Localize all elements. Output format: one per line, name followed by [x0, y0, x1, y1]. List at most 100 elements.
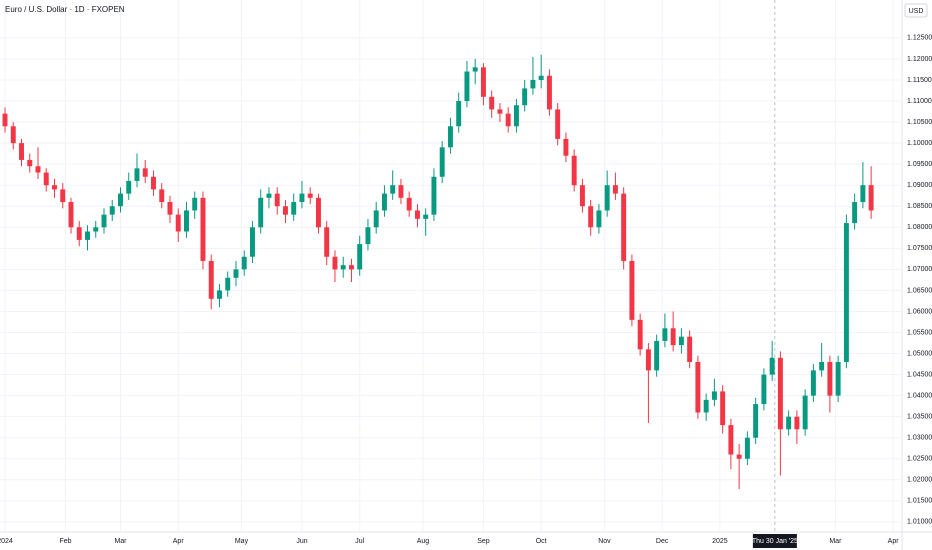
candle-body — [258, 197, 264, 228]
candle-body — [522, 88, 528, 106]
candle-body — [225, 277, 231, 291]
candle-body — [241, 256, 247, 270]
candle-body — [786, 416, 792, 430]
candle-body — [744, 437, 750, 459]
candle-body — [596, 210, 602, 228]
y-tick-label: 1.09000 — [907, 182, 932, 189]
currency-box[interactable] — [904, 3, 928, 18]
x-tick-label: Apr — [888, 538, 900, 545]
candle-body — [654, 340, 660, 371]
candle-body — [720, 391, 726, 426]
chart-title: Euro / U.S. Dollar · 1D · FXOPEN — [5, 5, 125, 14]
candle-body — [35, 166, 41, 173]
candle-body — [571, 155, 577, 186]
y-tick-label: 1.03500 — [907, 414, 932, 421]
candle-body — [612, 185, 618, 194]
candle-body — [2, 113, 8, 127]
candle-body — [447, 126, 453, 148]
candle-body — [216, 290, 222, 299]
candle-body — [43, 172, 49, 186]
y-tick-label: 1.07000 — [907, 266, 932, 273]
candle-body — [563, 138, 569, 156]
candle-body — [777, 357, 783, 430]
y-tick-label: 1.05000 — [907, 350, 932, 357]
x-tick-label: May — [235, 538, 249, 545]
candle-body — [332, 256, 338, 270]
x-tick-label: Feb — [59, 538, 71, 545]
candle-body — [10, 126, 16, 144]
candle-body — [192, 197, 198, 211]
candle-body — [282, 206, 288, 215]
candle-body — [687, 336, 693, 362]
candle-body — [538, 75, 544, 80]
candle-body — [373, 210, 379, 228]
x-tick-label: Sep — [477, 538, 490, 545]
candle-body — [159, 189, 165, 203]
candle-body — [398, 185, 404, 198]
candle-body — [307, 193, 313, 198]
candle-body — [27, 159, 33, 167]
candle-body — [794, 416, 800, 430]
candle-body — [604, 185, 610, 211]
x-tick-label: Aug — [417, 538, 430, 545]
candle-body — [439, 147, 445, 177]
candle-body — [233, 269, 239, 278]
candle-body — [753, 404, 759, 438]
candle-body — [266, 193, 272, 198]
y-tick-label: 1.12500 — [907, 35, 932, 42]
candle-body — [357, 244, 363, 270]
candle-body — [456, 101, 462, 127]
candle-body — [678, 336, 684, 346]
candle-body — [175, 214, 181, 232]
candle-body — [60, 189, 66, 203]
y-tick-label: 1.11000 — [907, 98, 932, 105]
candle-body — [761, 374, 767, 405]
candle-body — [555, 109, 561, 139]
y-tick-label: 1.11500 — [907, 77, 932, 84]
candle-body — [472, 67, 478, 72]
candle-body — [769, 357, 775, 375]
x-tick-label: 2025 — [712, 538, 728, 545]
crosshair-label-box — [752, 534, 797, 548]
candle-body — [621, 193, 627, 261]
candle-body — [134, 168, 140, 181]
y-tick-label: 1.12000 — [907, 56, 932, 63]
currency: USD — [909, 8, 924, 15]
candle-body — [126, 180, 132, 194]
candle-body — [142, 168, 148, 177]
y-tick-label: 1.06000 — [907, 308, 932, 315]
x-tick-label: Mar — [114, 538, 127, 545]
candle-body — [827, 361, 833, 396]
x-tick-label: Oct — [536, 538, 547, 545]
candle-body — [315, 197, 321, 228]
y-tick-label: 1.10000 — [907, 140, 932, 147]
y-tick-label: 1.10500 — [907, 119, 932, 126]
candle-body — [68, 202, 74, 228]
x-tick-label: Apr — [173, 538, 185, 545]
candle-body — [167, 202, 173, 215]
candle-body — [118, 193, 123, 207]
y-tick-label: 1.03000 — [907, 435, 932, 442]
candle-body — [101, 214, 107, 228]
candle-body — [390, 185, 396, 194]
candle-body — [860, 185, 866, 203]
candle-body — [629, 260, 635, 320]
candle-body — [151, 176, 156, 190]
x-tick-label: Nov — [598, 538, 611, 545]
candle-body — [579, 185, 585, 207]
candle-body — [76, 227, 82, 240]
x-tick-label: Mar — [829, 538, 842, 545]
candle-body — [348, 265, 354, 270]
candle-body — [480, 67, 486, 97]
candle-body — [423, 214, 429, 219]
candle-body — [670, 328, 676, 346]
x-tick-label: 2024 — [0, 538, 13, 545]
candle-body — [852, 202, 858, 224]
y-tick-label: 1.06500 — [907, 287, 932, 294]
candle-body — [637, 319, 643, 350]
candle-body — [109, 206, 115, 215]
candle-body — [184, 210, 189, 232]
candle-body — [728, 425, 734, 455]
candle-body — [802, 395, 808, 430]
